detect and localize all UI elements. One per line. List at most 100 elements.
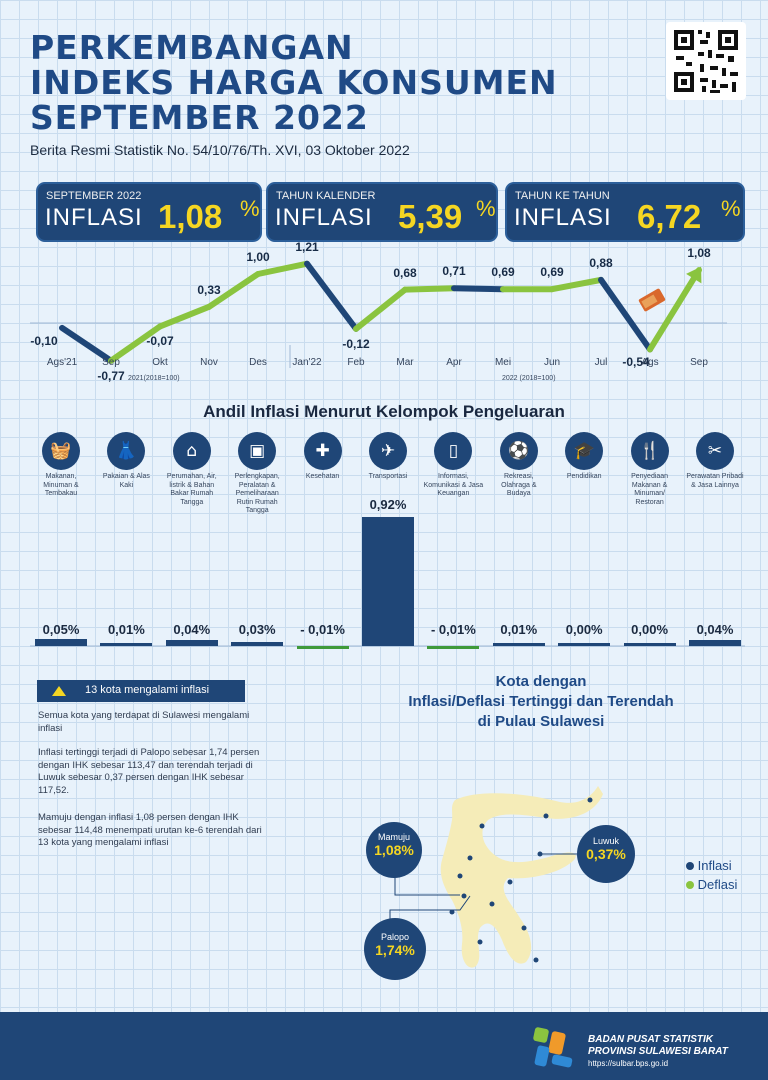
line-value-label: 0,68 [393, 265, 417, 280]
bar-value-label: 0,04% [696, 622, 734, 637]
category-item: ⌂ Perumahan, Air, listrik & Bahan Bakar R… [162, 432, 222, 507]
line-segment [451, 285, 506, 293]
sport-icon: ⚽ [499, 432, 538, 470]
legend-dot-icon [686, 881, 694, 889]
month-label: Des [249, 357, 267, 368]
box-unit: % [240, 196, 260, 221]
month-label: Jun [543, 357, 561, 368]
line-value-label: 0,33 [197, 282, 221, 297]
arrow-up-icon [686, 266, 702, 284]
month-label: Nov [200, 357, 218, 368]
contribution-bar [558, 643, 611, 646]
city-name: Luwuk [592, 836, 619, 846]
bar-value-label: 0,92% [369, 497, 407, 513]
footer-org-line-1: BADAN PUSAT STATISTIK [588, 1034, 713, 1045]
contribution-bar [492, 643, 545, 646]
line-value-label: -0,77 [97, 368, 125, 383]
category-name: Informasi, Komunikasi & Jasa Keuangan [423, 473, 484, 497]
bar-value-label: - 0,01% [300, 622, 345, 637]
category-name: Pendidikan [566, 473, 602, 480]
bar-value-label: 0,05% [42, 622, 80, 637]
sulawesi-landmass [440, 786, 603, 968]
contribution-bar [100, 643, 153, 646]
month-label: Apr [446, 357, 462, 368]
inflation-box-yoy: TAHUN KE TAHUN INFLASI 6,72 % [505, 182, 745, 242]
contribution-bar [296, 646, 349, 649]
map-heading-line-2: Inflasi/Deflasi Tertinggi dan Terendah [408, 693, 674, 710]
line-value-label: 0,88 [589, 255, 613, 270]
appliance-icon: ▣ [238, 432, 277, 470]
line-segment [402, 285, 457, 293]
title-line-2: INDEKS HARGA KONSUMEN [30, 63, 558, 102]
month-label: Sep [690, 357, 708, 368]
paragraph-mamuju: Mamuju dengan inflasi 1,08 persen dengan… [38, 812, 262, 848]
line-value-label: 1,08 [687, 246, 711, 261]
bar-value-label: 0,01% [500, 622, 538, 637]
line-segment [647, 267, 702, 353]
qr-code[interactable] [666, 22, 746, 100]
triangle-up-icon [52, 686, 66, 696]
bar-value-label: - 0,01% [430, 622, 476, 637]
month-label: Feb [347, 357, 365, 368]
city-bubble-mamuju[interactable]: Mamuju 1,08% [366, 822, 422, 878]
bar-value-label: 0,00% [631, 622, 669, 637]
line-value-label: 0,69 [491, 265, 515, 280]
month-label: Mei [494, 357, 512, 368]
base-note-2021: 2021(2018=100) [128, 375, 180, 382]
box-word: INFLASI [275, 204, 373, 231]
city-value: 1,74% [375, 942, 415, 958]
clothing-icon: 👗 [107, 432, 146, 470]
city-name: Mamuju [377, 832, 410, 842]
paragraph-highest-lowest: Inflasi tertinggi terjadi di Palopo sebe… [38, 747, 260, 796]
contribution-bar [231, 641, 284, 646]
box-value: 5,39 [398, 198, 463, 235]
city-value: 1,08% [374, 842, 414, 858]
box-word: INFLASI [45, 204, 143, 231]
month-label: Ags [641, 357, 659, 368]
inflation-box-calendar: TAHUN KALENDER INFLASI 5,39 % [266, 182, 498, 242]
house-icon: ⌂ [172, 432, 211, 470]
month-label: Mar [396, 357, 414, 368]
title-line-3: SEPTEMBER 2022 [30, 98, 369, 137]
category-name: Pakaian & Alas Kaki [102, 473, 150, 489]
title-line-1: PERKEMBANGAN [30, 28, 354, 67]
month-label: Jul [594, 357, 608, 368]
category-name: Perawatan Pribadi & Jasa Lainnya [686, 473, 744, 489]
line-segment [549, 276, 604, 293]
month-label: Ags'21 [46, 357, 78, 368]
line-value-label: -0,54 [622, 355, 650, 370]
box-label: TAHUN KE TAHUN [515, 190, 610, 202]
base-note-2022: 2022 (2018=100) [502, 375, 556, 382]
city-bubble-luwuk[interactable]: Luwuk 0,37% [577, 825, 635, 883]
bar-baseline-line [30, 645, 745, 647]
footer: BADAN PUSAT STATISTIK PROVINSI SULAWESI … [0, 1012, 768, 1080]
contribution-bar [689, 640, 741, 646]
category-name: Makanan, Minuman & Tembakau [43, 473, 79, 497]
restaurant-icon: 🍴 [630, 432, 669, 470]
map-heading-line-3: di Pulau Sulawesi [477, 713, 605, 730]
qr-code-icon [674, 30, 738, 93]
inflating-cities-badge: 13 kota mengalami inflasi [37, 680, 245, 702]
line-value-label: -0,12 [342, 336, 370, 351]
month-label: Jan'22 [292, 357, 322, 368]
line-value-label: -0,10 [30, 333, 58, 348]
legend-label: Deflasi [697, 877, 738, 892]
category-item: ✂ Perawatan Pribadi & Jasa Lainnya [685, 432, 745, 490]
bar-value-label: 0,01% [107, 622, 145, 637]
bar-value-label: 0,00% [565, 622, 603, 637]
category-item: 🎓 Pendidikan [554, 432, 614, 482]
city-dots [449, 797, 593, 963]
month-label: Sep [102, 357, 120, 368]
contribution-bar [623, 643, 676, 646]
footer-org-line-2: PROVINSI SULAWESI BARAT [588, 1046, 728, 1057]
legend-label: Inflasi [697, 858, 732, 873]
footer-url[interactable]: https://sulbar.bps.go.id [588, 1059, 669, 1068]
category-item: ▯ Informasi, Komunikasi & Jasa Keuangan [423, 432, 483, 499]
line-segment [157, 303, 212, 330]
city-bubble-palopo[interactable]: Palopo 1,74% [364, 918, 426, 980]
box-label: TAHUN KALENDER [276, 190, 376, 202]
line-value-label: 0,71 [442, 264, 466, 279]
bar-value-label: 0,03% [238, 622, 276, 637]
line-segment [598, 276, 653, 353]
monthly-inflation-line-chart [30, 260, 727, 368]
